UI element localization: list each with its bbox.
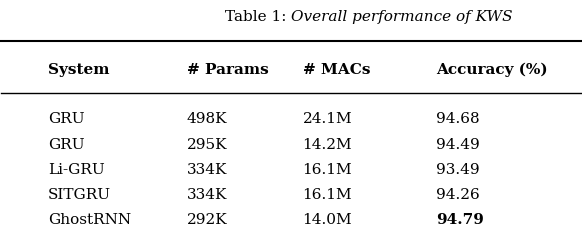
Text: 292K: 292K: [187, 212, 228, 226]
Text: # Params: # Params: [187, 63, 268, 77]
Text: 94.49: 94.49: [436, 137, 480, 151]
Text: GRU: GRU: [48, 112, 84, 126]
Text: Li-GRU: Li-GRU: [48, 162, 105, 176]
Text: 93.49: 93.49: [436, 162, 480, 176]
Text: Table 1:: Table 1:: [225, 10, 291, 24]
Text: SITGRU: SITGRU: [48, 187, 111, 201]
Text: System: System: [48, 63, 109, 77]
Text: # MACs: # MACs: [303, 63, 370, 77]
Text: 14.0M: 14.0M: [303, 212, 352, 226]
Text: Accuracy (%): Accuracy (%): [436, 63, 548, 77]
Text: 16.1M: 16.1M: [303, 162, 352, 176]
Text: 334K: 334K: [187, 187, 227, 201]
Text: 94.79: 94.79: [436, 212, 484, 226]
Text: 16.1M: 16.1M: [303, 187, 352, 201]
Text: 14.2M: 14.2M: [303, 137, 352, 151]
Text: GhostRNN: GhostRNN: [48, 212, 131, 226]
Text: 94.68: 94.68: [436, 112, 480, 126]
Text: 334K: 334K: [187, 162, 227, 176]
Text: 498K: 498K: [187, 112, 227, 126]
Text: 94.26: 94.26: [436, 187, 480, 201]
Text: 295K: 295K: [187, 137, 227, 151]
Text: Overall performance of KWS: Overall performance of KWS: [291, 10, 513, 24]
Text: GRU: GRU: [48, 137, 84, 151]
Text: 24.1M: 24.1M: [303, 112, 352, 126]
